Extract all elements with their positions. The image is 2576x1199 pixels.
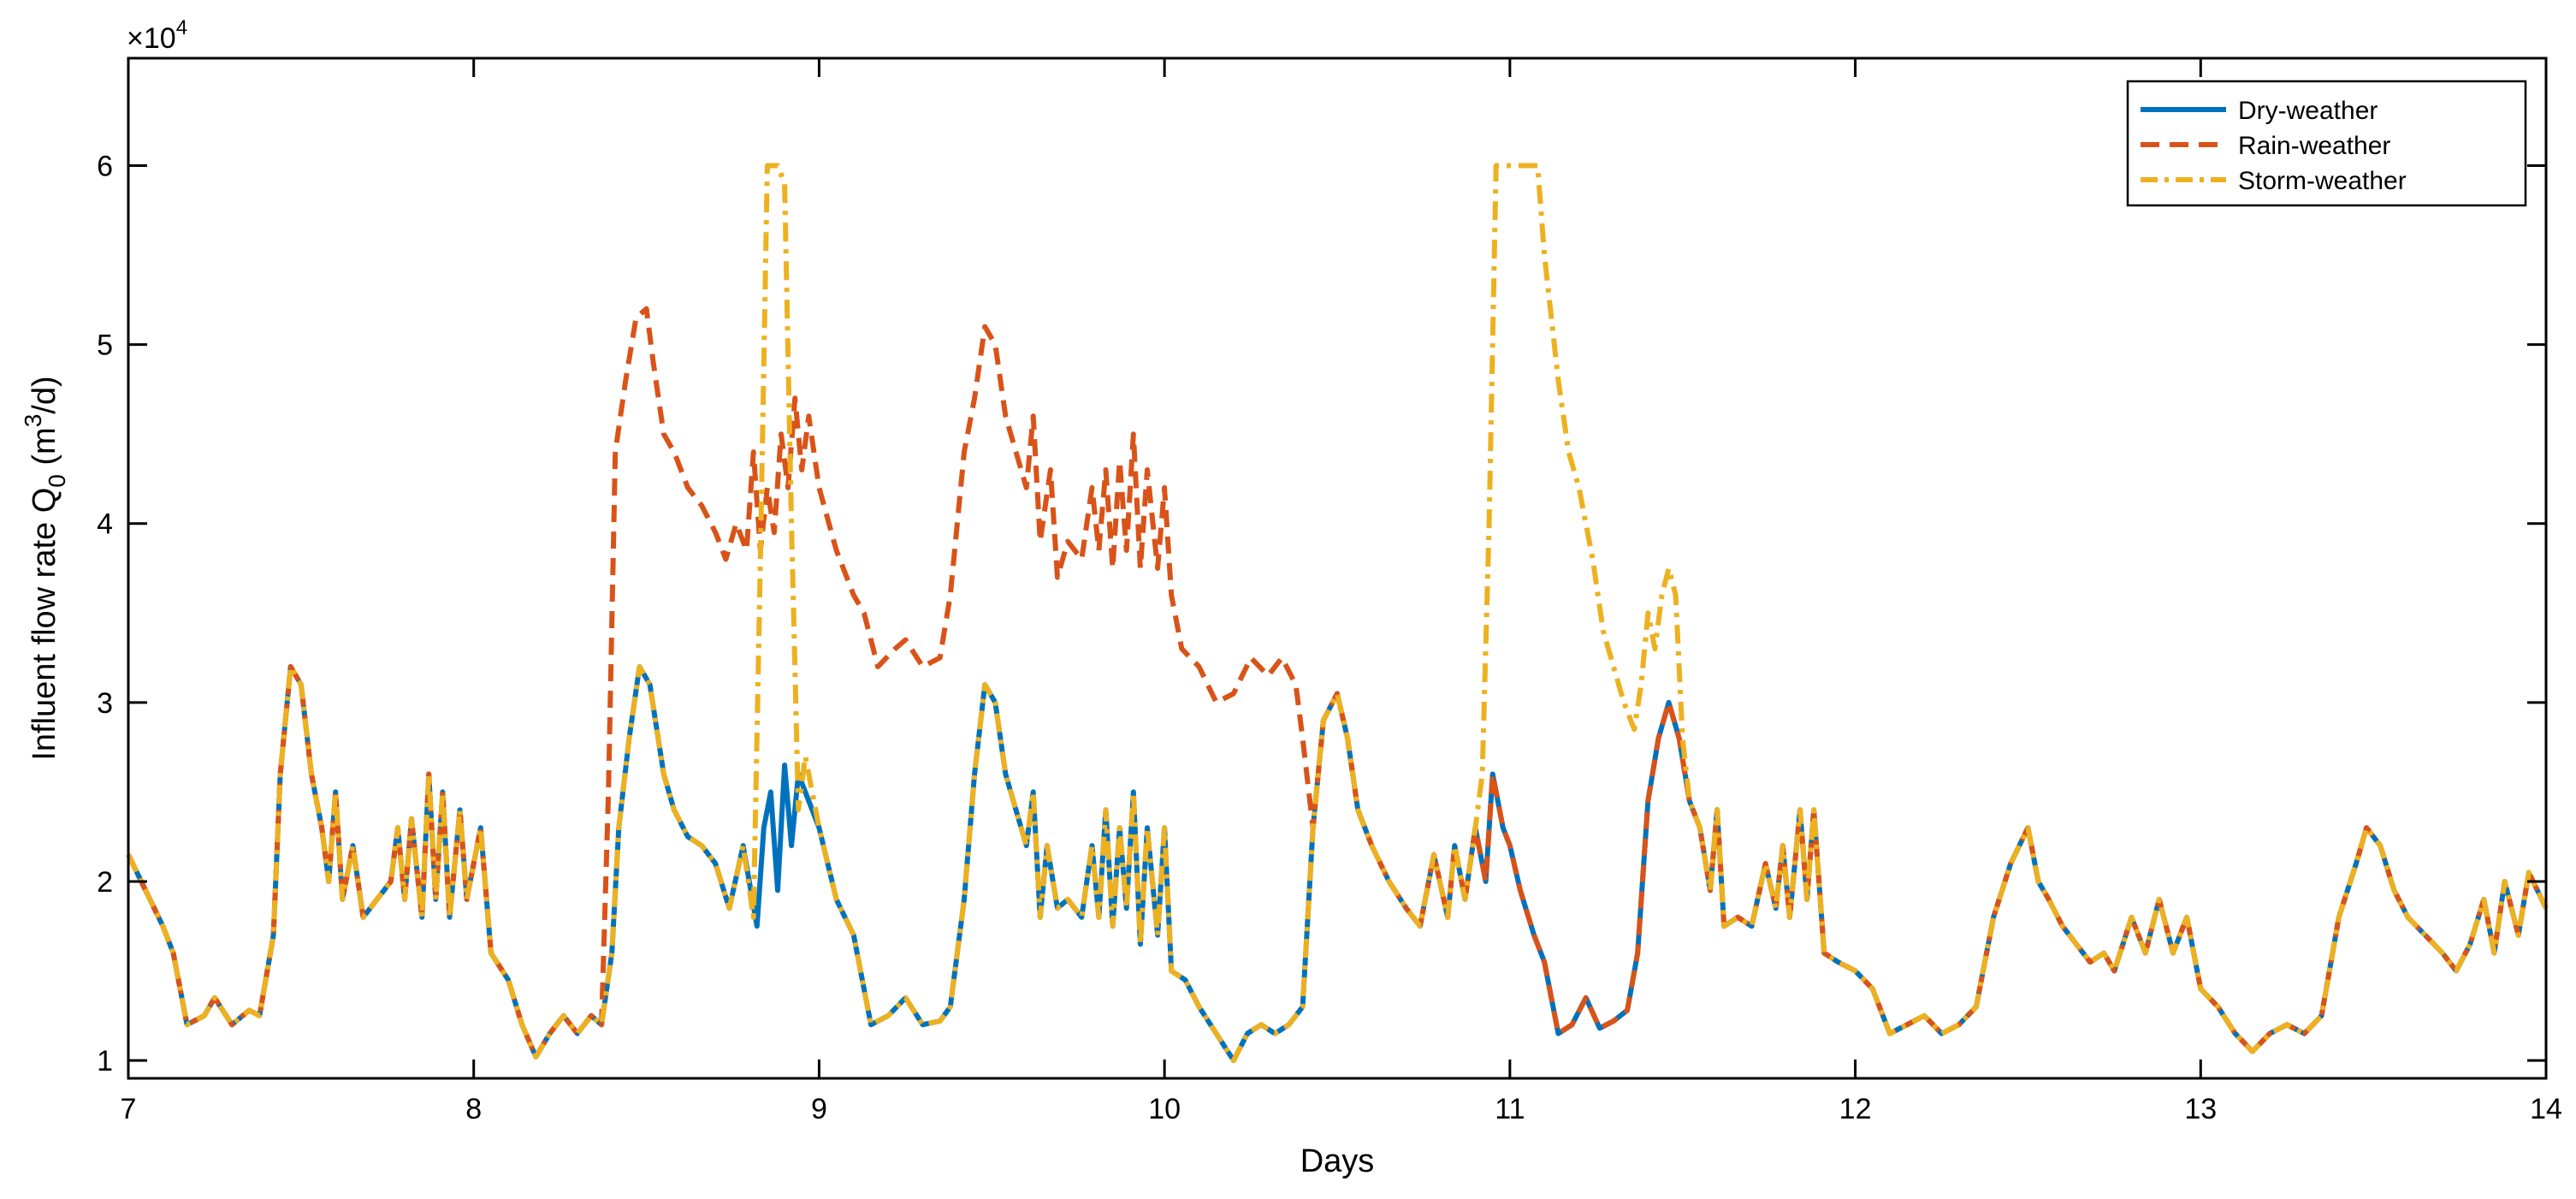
y-tick-label: 2 <box>97 866 113 899</box>
series-line-storm-weather <box>126 163 2549 1064</box>
x-tick-label: 9 <box>811 1093 827 1125</box>
y-tick-label: 5 <box>97 329 113 362</box>
series-layer <box>126 163 2549 1064</box>
legend: Dry-weather Rain-weather Storm-weather <box>2126 80 2527 207</box>
x-tick-label: 12 <box>1839 1093 1872 1125</box>
y-tick-label: 6 <box>97 150 113 182</box>
x-tick-label: 13 <box>2184 1093 2217 1125</box>
x-tick-label: 7 <box>121 1093 137 1125</box>
axes-box <box>127 56 2548 1080</box>
y-label-unit-close: /d) <box>27 376 62 413</box>
y-tick-label: 3 <box>97 687 113 720</box>
y-label-unit-open: (m <box>27 427 62 474</box>
x-axis-label: Days <box>1300 1143 1375 1179</box>
y-tick-label: 4 <box>97 508 113 541</box>
y-label-superscript: 3 <box>20 414 46 428</box>
series-line-rain-weather <box>126 306 2549 1060</box>
legend-label-rain: Rain-weather <box>2238 132 2390 160</box>
y-tick-label: 1 <box>97 1045 113 1077</box>
legend-label-dry: Dry-weather <box>2238 97 2378 125</box>
legend-box <box>2126 80 2527 207</box>
y-axis-label: Influent flow rate Q0 (m3/d) <box>20 376 70 760</box>
y-multiplier: ×104 <box>127 16 187 55</box>
legend-label-storm: Storm-weather <box>2238 167 2407 195</box>
x-tick-label: 10 <box>1148 1093 1181 1125</box>
y-label-subscript: 0 <box>44 474 70 488</box>
x-tick-label: 14 <box>2530 1093 2562 1125</box>
x-tick-label: 8 <box>465 1093 482 1125</box>
x-tick-label: 11 <box>1495 1093 1525 1125</box>
y-label-main: Influent flow rate Q <box>27 488 62 761</box>
y-multiplier-base: ×10 <box>127 22 176 55</box>
y-multiplier-exponent: 4 <box>176 16 187 39</box>
